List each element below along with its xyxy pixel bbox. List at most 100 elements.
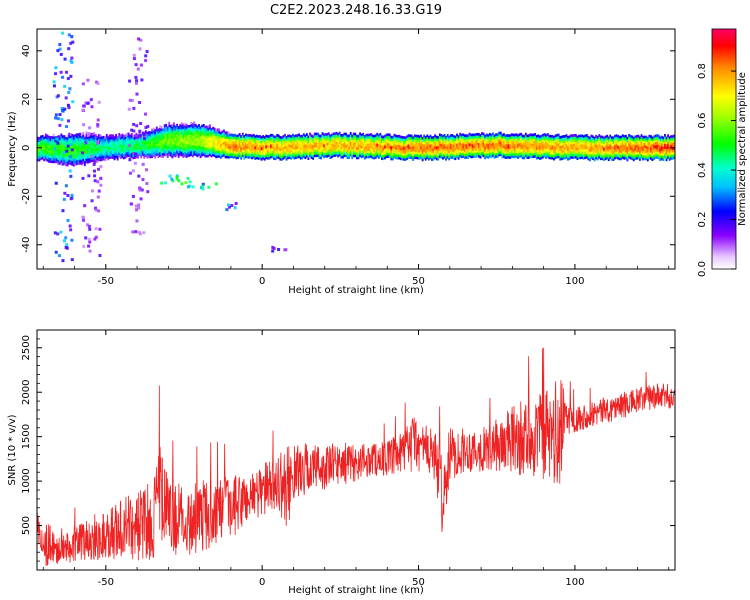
heatmap-cell <box>568 135 571 139</box>
heatmap-cell <box>230 145 233 149</box>
heatmap-cell <box>656 156 659 159</box>
heatmap-cell <box>171 136 174 139</box>
heatmap-cell <box>199 131 202 134</box>
heatmap-cell <box>62 144 64 148</box>
heatmap-cell <box>299 156 302 160</box>
heatmap-cell <box>301 149 304 153</box>
heatmap-speckle <box>137 37 141 41</box>
heatmap-cell <box>499 151 502 154</box>
heatmap-cell <box>487 153 490 157</box>
heatmap-cell <box>162 143 164 146</box>
heatmap-cell <box>196 139 199 143</box>
heatmap-cell <box>445 150 447 154</box>
heatmap-cell <box>531 150 533 154</box>
heatmap-cell <box>44 143 47 146</box>
heatmap-cell <box>595 151 598 155</box>
heatmap-cell <box>112 134 114 138</box>
heatmap-cell <box>504 148 507 152</box>
heatmap-cell <box>169 149 172 152</box>
heatmap-cell <box>110 141 113 145</box>
heatmap-cell <box>410 156 413 160</box>
heatmap-cell <box>165 126 168 129</box>
heatmap-cell <box>377 153 380 157</box>
heatmap-cell <box>240 156 243 160</box>
heatmap-cell <box>226 153 229 156</box>
heatmap-cell <box>507 153 510 157</box>
heatmap-cell <box>401 157 404 161</box>
heatmap-cell <box>513 150 516 154</box>
heatmap-cell <box>38 141 41 145</box>
heatmap-cell <box>154 143 157 147</box>
heatmap-cell <box>37 136 39 140</box>
heatmap-cell <box>373 134 376 138</box>
heatmap-cell <box>484 151 487 155</box>
heatmap-cell <box>645 147 648 151</box>
heatmap-cell <box>593 158 596 162</box>
heatmap-cell <box>202 131 205 135</box>
heatmap-cell <box>302 142 305 146</box>
heatmap-cell <box>528 156 530 159</box>
heatmap-cell <box>385 138 388 142</box>
heatmap-cell <box>293 147 296 150</box>
heatmap-cell <box>498 151 501 154</box>
heatmap-cell <box>629 142 632 145</box>
heatmap-cell <box>549 154 552 158</box>
heatmap-cell <box>609 146 612 150</box>
heatmap-cell <box>365 148 368 152</box>
heatmap-cell <box>202 133 205 137</box>
heatmap-cell <box>376 147 379 151</box>
heatmap-cell <box>163 138 166 142</box>
heatmap-cell <box>202 138 205 142</box>
heatmap-cell <box>632 136 635 140</box>
heatmap-cell <box>49 140 52 144</box>
heatmap-cell <box>213 151 216 155</box>
heatmap-cell <box>623 154 626 158</box>
heatmap-cell <box>598 146 601 149</box>
heatmap-cell <box>137 133 139 137</box>
heatmap-cell <box>501 138 504 142</box>
heatmap-cell <box>324 149 327 153</box>
heatmap-cell <box>165 152 168 156</box>
heatmap-cell <box>130 135 133 139</box>
heatmap-cell <box>370 145 372 148</box>
heatmap-cell <box>537 156 540 159</box>
heatmap-cell <box>47 150 50 153</box>
heatmap-cell <box>540 137 543 140</box>
heatmap-cell <box>563 137 566 141</box>
heatmap-cell <box>152 127 155 131</box>
heatmap-cell <box>180 153 183 157</box>
heatmap-cell <box>65 139 68 143</box>
heatmap-speckle <box>65 243 69 247</box>
heatmap-cell <box>290 140 293 143</box>
heatmap-cell <box>248 136 250 140</box>
heatmap-cell <box>562 149 565 153</box>
heatmap-cell <box>576 157 579 161</box>
heatmap-cell <box>621 143 624 147</box>
colorbar-label: Normalized spectral amplitude <box>737 72 748 226</box>
heatmap-cell <box>632 158 635 162</box>
heatmap-cell <box>171 153 174 156</box>
heatmap-cell <box>168 126 171 130</box>
heatmap-cell <box>437 157 440 161</box>
heatmap-cell <box>423 136 426 140</box>
heatmap-cell <box>199 133 202 137</box>
heatmap-cell <box>629 134 632 138</box>
heatmap-cell <box>235 151 238 155</box>
heatmap-cell <box>365 133 368 137</box>
heatmap-cell <box>648 149 651 153</box>
heatmap-cell <box>240 152 243 155</box>
heatmap-cell <box>507 148 510 152</box>
heatmap-cell <box>97 151 100 154</box>
heatmap-cell <box>454 142 457 146</box>
heatmap-cell <box>371 141 374 145</box>
heatmap-cell <box>198 131 200 135</box>
heatmap-cell <box>63 159 66 163</box>
heatmap-cell <box>180 136 183 140</box>
heatmap-speckle <box>98 254 102 258</box>
heatmap-cell <box>62 142 64 146</box>
heatmap-cell <box>324 137 327 141</box>
heatmap-cell <box>418 144 421 148</box>
heatmap-cell <box>152 149 155 153</box>
heatmap-speckle <box>131 230 135 234</box>
heatmap-cell <box>443 146 446 149</box>
